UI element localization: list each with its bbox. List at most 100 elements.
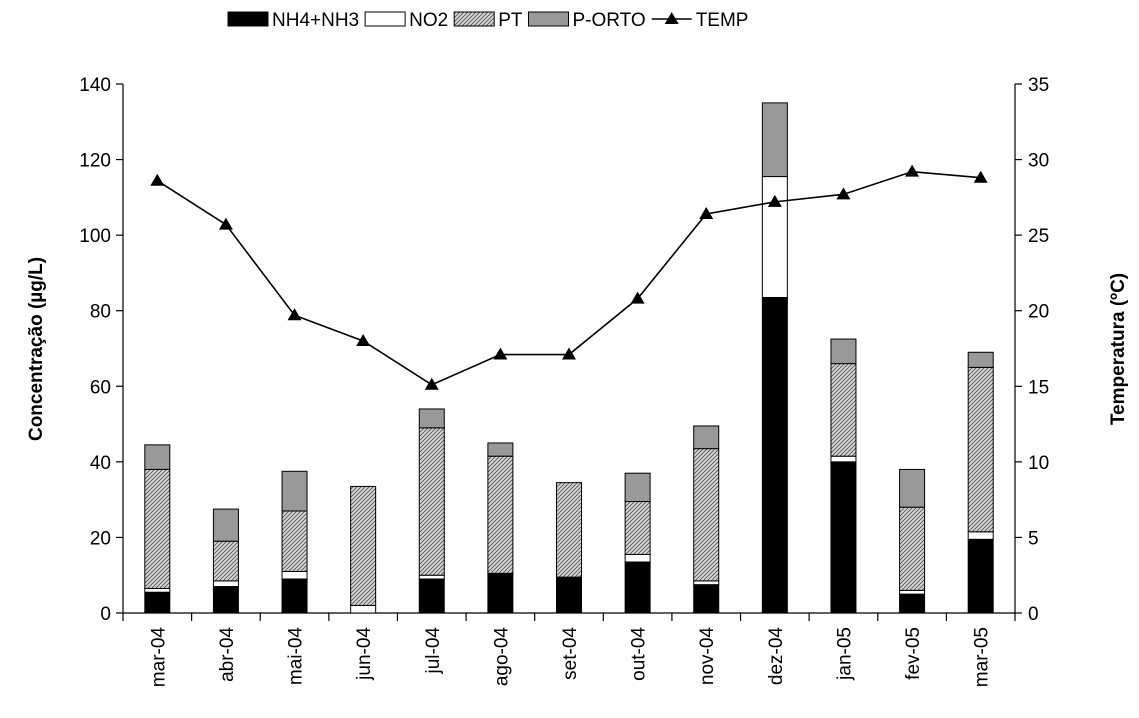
bar-segment [693, 448, 720, 582]
bar-segment [212, 540, 239, 582]
temp-marker [562, 347, 576, 360]
y-axis-right-title: Temperatura (ºC) [1108, 273, 1129, 425]
y-left-tick-label: 20 [90, 528, 111, 549]
x-tick-label: jan-05 [834, 627, 855, 681]
x-tick-label: set-04 [560, 627, 581, 680]
temp-marker [973, 170, 988, 183]
bar-segment [899, 468, 926, 508]
bar-segment [899, 589, 926, 595]
bar-segment [418, 574, 445, 580]
y-right-tick-label: 5 [1028, 528, 1039, 549]
legend-label: PT [498, 10, 523, 31]
temp-marker [699, 206, 714, 219]
bar-segment [761, 176, 788, 298]
bar-segment [281, 578, 308, 614]
x-tick-label: mar-05 [972, 627, 993, 687]
legend-label: NO2 [409, 10, 448, 31]
temp-marker [287, 308, 302, 321]
bar-segment [761, 102, 788, 178]
legend-label: P-ORTO [572, 10, 645, 31]
x-tick-label: fev-05 [903, 627, 924, 680]
x-tick-label: jul-04 [423, 627, 444, 675]
bar-segment [487, 572, 514, 614]
bar-segment [350, 604, 377, 614]
temp-marker [218, 217, 233, 230]
bar-segment [967, 531, 994, 540]
bar-segment [761, 296, 788, 614]
bar-segment [144, 468, 171, 589]
y-right-tick-label: 0 [1028, 604, 1039, 625]
x-tick-label: jun-04 [354, 627, 375, 681]
bar-segment [281, 470, 308, 512]
bar-segment [418, 427, 445, 576]
bar-segment [967, 351, 994, 368]
bar-segment [212, 508, 239, 542]
y-right-tick-label: 15 [1028, 377, 1049, 398]
y-left-tick-label: 40 [90, 453, 111, 474]
y-right-tick-label: 30 [1028, 151, 1049, 172]
x-tick-label: out-04 [629, 627, 650, 681]
bar-segment [693, 425, 720, 450]
bar-segment [967, 366, 994, 533]
bar-segment [693, 584, 720, 614]
bar-segment [624, 501, 651, 555]
y-right-tick-label: 10 [1028, 453, 1049, 474]
bar-segment [418, 578, 445, 614]
bar-segment [693, 580, 720, 586]
bar-segment [624, 553, 651, 563]
temp-marker [150, 173, 165, 186]
bar-segment [624, 472, 651, 503]
x-tick-label: ago-04 [491, 627, 512, 687]
y-axis-left-title: Concentração (µg/L) [26, 257, 47, 441]
temp-marker [836, 187, 851, 200]
temp-marker [493, 347, 508, 360]
x-tick-label: mar-04 [148, 627, 169, 688]
y-left-tick-label: 0 [100, 604, 111, 625]
x-tick-label: dez-04 [766, 627, 787, 686]
bar-segment [830, 338, 857, 365]
y-right-tick-label: 25 [1028, 226, 1049, 247]
temp-marker [424, 377, 439, 390]
bar-segment [281, 510, 308, 572]
legend-swatch [453, 11, 495, 27]
bar-segment [830, 461, 857, 614]
legend-label: TEMP [696, 10, 749, 31]
bar-segment [556, 482, 582, 578]
legend-swatch [364, 11, 406, 27]
bar-segment [212, 580, 239, 588]
x-tick-label: abr-04 [217, 627, 238, 682]
y-left-tick-label: 120 [79, 151, 111, 172]
bar-segment [350, 485, 377, 606]
bar-segment [418, 408, 445, 429]
y-left-tick-label: 140 [79, 75, 111, 96]
y-right-tick-label: 35 [1028, 75, 1049, 96]
bar-segment [899, 593, 926, 614]
legend-swatch [227, 11, 269, 27]
bar-segment [144, 444, 171, 470]
legend-marker [664, 12, 679, 24]
legend-swatch [527, 11, 569, 27]
bar-segment [830, 455, 857, 463]
temp-marker [356, 333, 371, 346]
y-left-tick-label: 100 [79, 226, 111, 247]
legend: NH4+NH3 NO2 PT P-ORTO TEMP [227, 10, 749, 31]
x-tick-label: mai-04 [286, 627, 307, 686]
bar-segment [144, 591, 171, 614]
bar-segment [281, 570, 308, 580]
plot-area: 0 20 40 60 80 100 120 140 0 5 10 15 20 25 30 35 mar-04 ab… [79, 75, 1049, 687]
y-left-tick-label: 80 [90, 302, 111, 323]
temp-marker [905, 164, 920, 177]
bar-segment [967, 538, 994, 614]
bar-segment [624, 561, 651, 614]
x-tick-label: nov-04 [697, 627, 718, 686]
legend-label: NH4+NH3 [272, 10, 359, 31]
bar-segment [487, 442, 514, 457]
y-right-tick-label: 20 [1028, 302, 1049, 323]
y-left-tick-label: 60 [90, 377, 111, 398]
bar-segment [212, 586, 239, 614]
temp-marker [630, 291, 645, 304]
bar-segment [487, 455, 514, 574]
temp-marker [767, 194, 782, 207]
bar-segment [556, 576, 582, 614]
